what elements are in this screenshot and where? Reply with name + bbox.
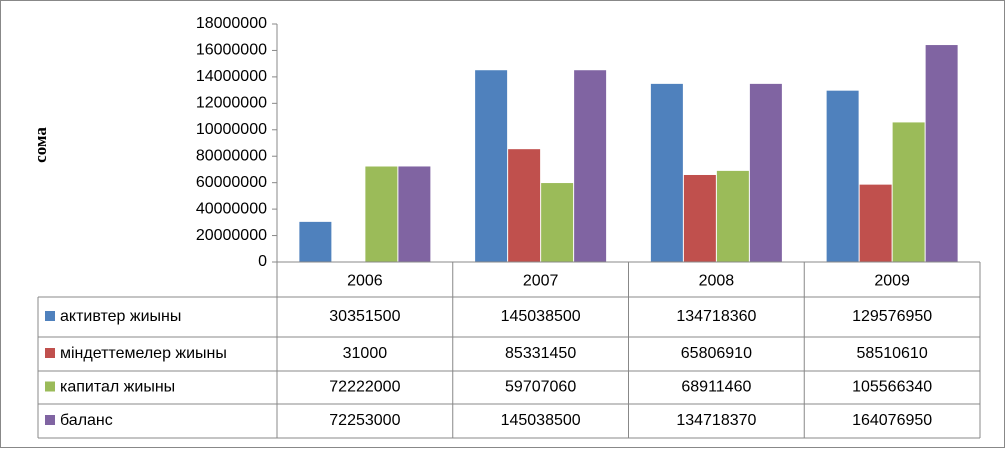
y-tick-label: 10000000 [196,121,267,138]
bar [859,184,892,262]
table-value: 134718370 [676,412,756,429]
bar [299,221,332,262]
y-tick-label: 16000000 [196,42,267,59]
bar [650,83,683,262]
table-value: 65806910 [681,345,752,362]
table-value: 85331450 [505,345,576,362]
y-tick-label: 60000000 [196,174,267,191]
table-value: 72222000 [329,379,400,396]
bar [683,174,716,262]
x-tick-label: 2008 [699,273,735,290]
y-tick-label: 0 [258,253,267,270]
y-tick-label: 12000000 [196,95,267,112]
table-value: 72253000 [329,412,400,429]
bar [365,166,398,262]
legend-label: міндеттемелер жиыны [60,345,227,362]
bar [508,149,541,262]
x-tick-label: 2006 [347,273,383,290]
legend-label: капитал жиыны [60,379,175,396]
table-value: 145038500 [501,308,581,325]
y-axis-label: сома [31,127,50,163]
table-value: 134718360 [676,308,756,325]
table-value: 31000 [343,345,388,362]
table-value: 129576950 [852,308,932,325]
table-value: 68911460 [681,379,751,396]
bar [826,90,859,263]
legend-label: активтер жиыны [60,308,181,325]
bar [398,166,431,262]
table-value: 30351500 [329,308,400,325]
y-tick-label: 20000000 [196,227,267,244]
legend-label: баланс [60,412,113,429]
bar [892,122,925,262]
legend-key [45,311,55,321]
x-tick-label: 2009 [874,273,910,290]
bar [574,70,607,263]
x-tick-label: 2007 [523,273,559,290]
bar [716,170,749,262]
y-tick-label: 18000000 [196,15,267,32]
bar [749,83,782,262]
table-value: 145038500 [501,412,581,429]
table-value: 105566340 [852,379,932,396]
table-value: 58510610 [857,345,928,362]
table-value: 59707060 [505,379,576,396]
legend-key [45,381,55,392]
bar [475,70,508,263]
bar [541,183,574,262]
y-tick-label: 40000000 [196,200,267,217]
legend-key [45,415,55,425]
legend-key [45,348,55,358]
y-tick-label: 80000000 [196,147,267,164]
bar [925,45,958,263]
y-tick-label: 14000000 [196,68,267,85]
table-value: 164076950 [852,412,932,429]
